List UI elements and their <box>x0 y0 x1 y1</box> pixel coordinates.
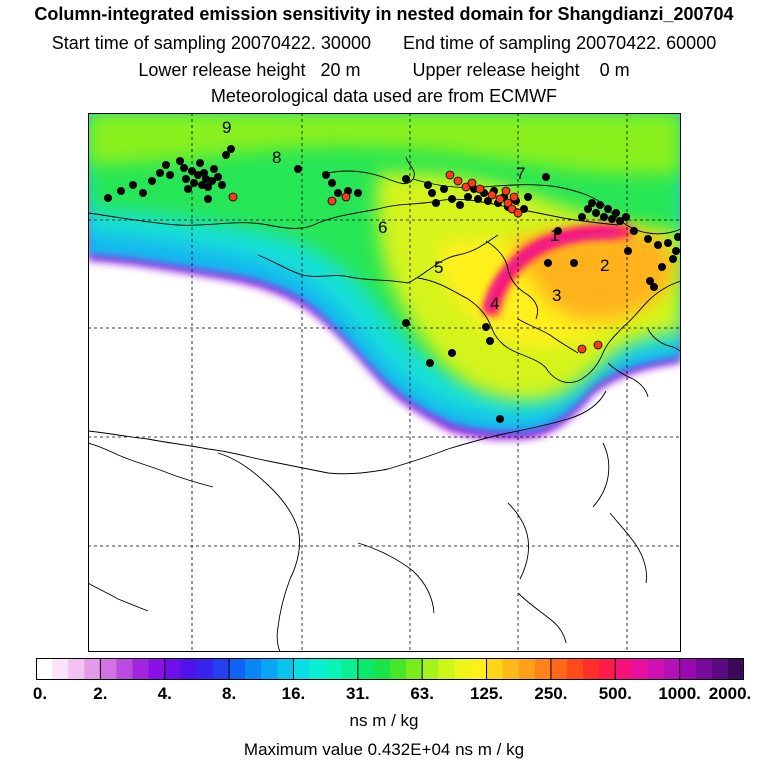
colorbar-cell <box>36 658 53 680</box>
colorbar-cell <box>663 658 681 680</box>
colorbar-cell <box>180 658 198 680</box>
sampling-times: Start time of sampling 20070422. 30000 En… <box>0 33 768 54</box>
met-data-text: Meteorological data used are from ECMWF <box>210 86 558 106</box>
colorbar-cell <box>341 658 359 680</box>
colorbar-cell <box>245 658 262 680</box>
colorbar-cell <box>196 658 214 680</box>
maximum-value-text: Maximum value 0.432E+04 ns m / kg <box>243 740 525 759</box>
colorbar-cell <box>599 658 616 680</box>
colorbar <box>36 658 744 680</box>
colorbar-cell <box>583 658 600 680</box>
sensitivity-field <box>88 113 681 440</box>
colorbar-cell <box>293 658 311 680</box>
colorbar-cell <box>390 658 407 680</box>
colorbar-cell <box>550 658 568 680</box>
colorbar-tick-label: 63. <box>410 684 434 703</box>
colorbar-cell <box>164 658 182 680</box>
colorbar-cell <box>261 658 278 680</box>
colorbar-tick-label: 2. <box>93 684 108 703</box>
colorbar-cell <box>695 658 713 680</box>
label-3: 3 <box>552 286 561 305</box>
colorbar-tick-label: 2000. <box>708 684 752 703</box>
colorbar-cell <box>534 658 552 680</box>
colorbar-cell <box>647 658 665 680</box>
colorbar-cell <box>309 658 327 680</box>
upper-release-text: Upper release height 0 m <box>412 60 630 80</box>
colorbar-cell <box>679 658 697 680</box>
colorbar-cell <box>727 658 744 680</box>
colorbar-tick-label: 4. <box>157 684 172 703</box>
colorbar-tick-label: 0. <box>32 684 48 703</box>
colorbar-cell <box>357 658 375 680</box>
trajectory-labels: 1 2 3 4 5 6 7 8 9 <box>222 118 609 313</box>
colorbar-cell <box>470 658 488 680</box>
colorbar-tick-label: 250. <box>534 684 568 703</box>
start-time-text: Start time of sampling 20070422. 30000 <box>51 33 371 53</box>
end-time-text: End time of sampling 20070422. 60000 <box>402 33 717 53</box>
label-9: 9 <box>222 118 231 137</box>
label-8: 8 <box>272 148 281 167</box>
colorbar-cell <box>406 658 423 680</box>
label-6: 6 <box>378 218 387 237</box>
colorbar-cell <box>486 658 504 680</box>
label-5: 5 <box>434 258 443 277</box>
colorbar-tick-label: 16. <box>281 684 306 703</box>
colorbar-cell <box>711 658 729 680</box>
colorbar-cell <box>116 658 134 680</box>
colorbar-cell <box>84 658 101 680</box>
colorbar-tick-label: 125. <box>469 684 504 703</box>
colorbar-cell <box>100 658 118 680</box>
colorbar-cell <box>213 658 230 680</box>
colorbar-tick-label: 1000. <box>658 684 701 703</box>
colorbar-tick-label: 8. <box>221 684 237 703</box>
label-7: 7 <box>516 164 525 183</box>
colorbar-cell <box>631 658 649 680</box>
colorbar-cell <box>438 658 455 680</box>
release-heights: Lower release height 20 m Upper release h… <box>0 60 768 81</box>
label-4: 4 <box>490 294 499 313</box>
red-points <box>228 170 603 354</box>
colorbar-cell <box>325 658 343 680</box>
colorbar-cell <box>502 658 520 680</box>
colorbar-tick-label: 500. <box>598 684 632 703</box>
colorbar-cell <box>132 658 150 680</box>
colorbar-cell <box>229 658 246 680</box>
lower-release-text: Lower release height 20 m <box>138 60 361 80</box>
colorbar-cell <box>277 658 295 680</box>
label-2: 2 <box>600 256 609 275</box>
colorbar-unit: ns m / kg <box>349 711 419 730</box>
colorbar-cell <box>52 658 69 680</box>
colorbar-cell <box>373 658 391 680</box>
colorbar-cell <box>615 658 632 680</box>
colorbar-cell <box>148 658 166 680</box>
colorbar-tick-label: 31. <box>345 684 370 703</box>
coastlines-borders <box>88 156 681 652</box>
colorbar-cell <box>454 658 472 680</box>
colorbar-cell <box>422 658 439 680</box>
emission-sensitivity-map: 1 2 3 4 5 6 7 8 9 <box>88 113 681 652</box>
graticule <box>88 113 681 652</box>
colorbar-cell <box>567 658 584 680</box>
label-1: 1 <box>550 226 559 245</box>
colorbar-cell <box>518 658 536 680</box>
colorbar-cell <box>68 658 85 680</box>
plot-title: Column-integrated emission sensitivity i… <box>34 4 734 24</box>
